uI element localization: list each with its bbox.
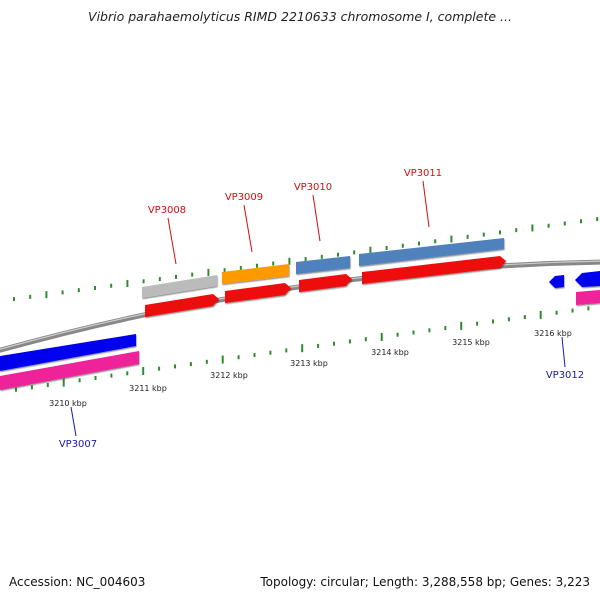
cds-arrow-vp3010[interactable]	[299, 274, 352, 292]
pink-feature-block-right[interactable]	[576, 290, 600, 305]
steel-feature-block-vp3011[interactable]	[359, 238, 504, 266]
tick-label: 3210 kbp	[49, 399, 87, 408]
chromosome-backbone	[0, 259, 600, 353]
gene-label-vp3009[interactable]: VP3009	[225, 192, 263, 203]
tick-label: 3212 kbp	[210, 371, 248, 380]
cds-arrow-vp3011[interactable]	[362, 256, 506, 284]
gene-leader-line	[561, 336, 566, 368]
gene-leader-line	[312, 194, 321, 242]
gene-labels: VP3007 VP3008 VP3009 VP3010 VP3011 VP3012	[59, 168, 584, 450]
gene-label-vp3007[interactable]: VP3007	[59, 439, 97, 450]
tick-labels: 3210 kbp 3211 kbp 3212 kbp 3213 kbp 3214 kbp…	[49, 329, 572, 408]
inner-ruler	[15, 306, 590, 392]
map-title: Vibrio parahaemolyticus RIMD 2210633 chr…	[88, 9, 512, 24]
gene-label-vp3008[interactable]: VP3008	[148, 205, 186, 216]
accession-label: Accession: NC_004603	[9, 575, 146, 589]
topology-summary: Topology: circular; Length: 3,288,558 bp…	[260, 575, 590, 589]
cds-arrow-vp3012[interactable]	[549, 275, 564, 288]
pink-feature-block-left[interactable]	[0, 351, 139, 390]
orange-feature-block[interactable]	[222, 264, 289, 284]
gene-leader-line	[243, 204, 253, 253]
gene-label-vp3011[interactable]: VP3011	[404, 168, 442, 179]
tick-label: 3215 kbp	[452, 338, 490, 347]
gene-leader-line	[70, 406, 77, 437]
cds-arrow-vp3009[interactable]	[225, 283, 291, 303]
gene-leader-line	[422, 180, 430, 228]
cds-arrow-vp3007[interactable]	[0, 334, 136, 371]
steel-feature-block-vp3010[interactable]	[296, 256, 350, 274]
tick-label: 3213 kbp	[290, 359, 328, 368]
gene-leader-line	[167, 217, 177, 265]
tick-label: 3211 kbp	[129, 384, 167, 393]
gene-label-vp3012[interactable]: VP3012	[546, 370, 584, 381]
tick-label: 3214 kbp	[371, 348, 409, 357]
tick-label: 3216 kbp	[534, 329, 572, 338]
chromosome-backbone-highlight	[0, 260, 600, 350]
gene-label-vp3010[interactable]: VP3010	[294, 182, 332, 193]
cds-arrow-vp3008[interactable]	[145, 294, 219, 317]
cds-arrow-next[interactable]	[575, 271, 600, 287]
gray-feature-block[interactable]	[142, 275, 217, 298]
outer-ruler	[13, 217, 599, 302]
